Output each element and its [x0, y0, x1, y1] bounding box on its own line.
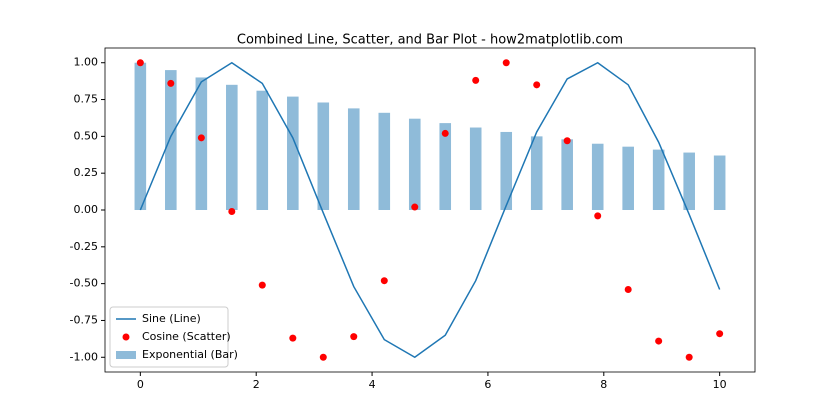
y-tick-label: 1.00 — [74, 56, 99, 69]
y-tick-label: -1.00 — [70, 350, 98, 363]
legend-box — [109, 306, 229, 368]
legend-label: Sine (Line) — [142, 312, 201, 325]
y-tick-label: -0.25 — [70, 240, 98, 253]
y-tick-label: 0.25 — [74, 166, 99, 179]
x-tick-label: 6 — [484, 378, 491, 391]
bar — [622, 146, 634, 210]
scatter-point — [136, 59, 144, 67]
x-tick-label: 10 — [713, 378, 727, 391]
scatter-point — [258, 281, 266, 289]
scatter-point — [350, 333, 358, 341]
bar — [165, 70, 177, 210]
y-tick-label: 0.50 — [74, 129, 99, 142]
bar — [195, 77, 208, 210]
bar — [713, 155, 726, 210]
scatter-point — [624, 286, 632, 294]
x-tick-label: 4 — [369, 378, 376, 391]
scatter-point — [685, 353, 693, 361]
scatter-point — [380, 277, 388, 285]
legend-swatch — [122, 333, 130, 341]
y-tick-label: -0.75 — [70, 313, 98, 326]
bar — [317, 102, 330, 210]
bar — [287, 96, 299, 210]
chart-title: Combined Line, Scatter, and Bar Plot - h… — [237, 33, 623, 48]
legend-swatch — [116, 351, 136, 359]
y-tick-label: 0.00 — [74, 203, 99, 216]
x-tick-label: 0 — [137, 378, 144, 391]
bar — [134, 62, 147, 211]
scatter-point — [228, 207, 236, 215]
bar — [500, 131, 513, 210]
bar — [591, 143, 604, 210]
scatter-point — [502, 59, 510, 67]
scatter-point — [197, 134, 205, 142]
y-tick-label: 0.75 — [74, 93, 99, 106]
bar — [226, 84, 238, 210]
scatter-point — [563, 137, 571, 145]
y-tick-label: -0.50 — [70, 277, 98, 290]
scatter-point — [655, 337, 663, 345]
scatter-point — [289, 334, 297, 342]
scatter-point — [411, 203, 419, 211]
bar — [469, 127, 482, 210]
scatter-point — [472, 76, 480, 84]
scatter-point — [441, 129, 449, 137]
bar — [652, 149, 665, 210]
bar — [256, 90, 269, 210]
x-tick-label: 8 — [600, 378, 607, 391]
scatter-point — [594, 212, 602, 220]
legend-label: Exponential (Bar) — [142, 348, 238, 361]
bar — [408, 118, 421, 210]
scatter-point — [716, 330, 724, 338]
x-tick-label: 2 — [253, 378, 260, 391]
bar — [683, 152, 695, 210]
legend-label: Cosine (Scatter) — [142, 330, 231, 343]
line — [139, 61, 721, 359]
bar — [378, 112, 391, 210]
scatter-point — [167, 79, 175, 87]
bar — [347, 108, 360, 210]
bar — [561, 139, 573, 210]
bar — [530, 136, 543, 210]
scatter-point — [533, 81, 541, 89]
bar — [439, 123, 452, 210]
scatter-point — [319, 353, 327, 361]
